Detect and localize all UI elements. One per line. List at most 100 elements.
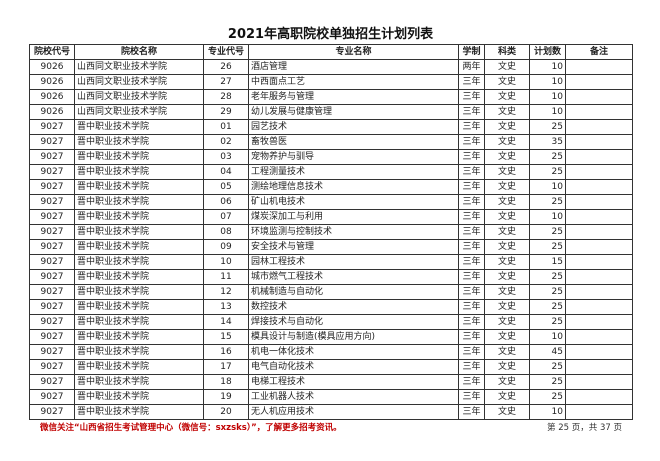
table-cell: 无人机应用技术 [248, 404, 459, 420]
table-cell: 12 [203, 284, 249, 300]
table-cell: 晋中职业技术学院 [74, 344, 204, 360]
table-row: 9027 晋中职业技术学院 19 工业机器人技术 三年 文史 25 [29, 389, 633, 405]
table-cell: 9027 [29, 374, 75, 390]
table-cell: 老年服务与管理 [248, 89, 459, 105]
table-cell: 三年 [458, 194, 485, 210]
table-cell: 文史 [484, 299, 530, 315]
table-row: 9026 山西同文职业技术学院 26 酒店管理 两年 文史 10 [29, 59, 633, 75]
table-row: 9027 晋中职业技术学院 13 数控技术 三年 文史 25 [29, 299, 633, 315]
table-cell: 文史 [484, 374, 530, 390]
table-cell: 三年 [458, 404, 485, 420]
table-cell: 25 [529, 224, 566, 240]
table-cell: 晋中职业技术学院 [74, 374, 204, 390]
table-cell: 三年 [458, 299, 485, 315]
table-cell: 25 [529, 119, 566, 135]
table-cell: 04 [203, 164, 249, 180]
table-cell: 三年 [458, 389, 485, 405]
column-header: 备注 [565, 44, 633, 60]
table-cell: 9027 [29, 359, 75, 375]
table-cell: 晋中职业技术学院 [74, 284, 204, 300]
table-row: 9027 晋中职业技术学院 05 测绘地理信息技术 三年 文史 10 [29, 179, 633, 195]
table-cell: 测绘地理信息技术 [248, 179, 459, 195]
table-cell: 三年 [458, 149, 485, 165]
table-cell: 晋中职业技术学院 [74, 329, 204, 345]
table-cell: 晋中职业技术学院 [74, 269, 204, 285]
table-cell: 晋中职业技术学院 [74, 179, 204, 195]
table-row: 9027 晋中职业技术学院 07 煤炭深加工与利用 三年 文史 10 [29, 209, 633, 225]
table-cell: 25 [529, 314, 566, 330]
table-row: 9027 晋中职业技术学院 08 环境监测与控制技术 三年 文史 25 [29, 224, 633, 240]
table-cell: 机械制造与自动化 [248, 284, 459, 300]
table-cell: 25 [529, 284, 566, 300]
table-cell: 10 [529, 179, 566, 195]
table-cell: 9027 [29, 284, 75, 300]
table-cell: 三年 [458, 134, 485, 150]
table-cell: 25 [529, 299, 566, 315]
table-cell: 三年 [458, 209, 485, 225]
table-cell: 文史 [484, 194, 530, 210]
table-cell: 山西同文职业技术学院 [74, 104, 204, 120]
table-cell: 06 [203, 194, 249, 210]
table-cell: 三年 [458, 284, 485, 300]
table-cell: 晋中职业技术学院 [74, 404, 204, 420]
table-cell [565, 329, 633, 345]
table-row: 9027 晋中职业技术学院 06 矿山机电技术 三年 文史 25 [29, 194, 633, 210]
table-cell: 晋中职业技术学院 [74, 314, 204, 330]
table-cell: 中西面点工艺 [248, 74, 459, 90]
table-row: 9027 晋中职业技术学院 20 无人机应用技术 三年 文史 10 [29, 404, 633, 420]
page: 2021年高职院校单独招生计划列表 院校代号 院校名称 专业代号 专业名称 学制 科类 计划… [29, 27, 633, 434]
table-cell: 晋中职业技术学院 [74, 389, 204, 405]
table-cell: 焊接技术与自动化 [248, 314, 459, 330]
table-cell: 25 [529, 194, 566, 210]
table-cell: 27 [203, 74, 249, 90]
table-cell: 三年 [458, 104, 485, 120]
table-cell: 三年 [458, 224, 485, 240]
table-cell: 文史 [484, 224, 530, 240]
table-row: 9027 晋中职业技术学院 11 城市燃气工程技术 三年 文史 25 [29, 269, 633, 285]
table-cell: 9027 [29, 224, 75, 240]
table-cell: 三年 [458, 164, 485, 180]
table-cell: 9026 [29, 89, 75, 105]
table-row: 9027 晋中职业技术学院 17 电气自动化技术 三年 文史 25 [29, 359, 633, 375]
table-cell: 晋中职业技术学院 [74, 254, 204, 270]
table-cell: 晋中职业技术学院 [74, 164, 204, 180]
table-cell: 20 [203, 404, 249, 420]
table-cell [565, 74, 633, 90]
table-row: 9027 晋中职业技术学院 01 园艺技术 三年 文史 25 [29, 119, 633, 135]
table-cell: 文史 [484, 134, 530, 150]
table-row: 9026 山西同文职业技术学院 28 老年服务与管理 三年 文史 10 [29, 89, 633, 105]
column-header: 学制 [458, 44, 485, 60]
table-cell [565, 299, 633, 315]
table-cell: 25 [529, 149, 566, 165]
table-cell: 9027 [29, 314, 75, 330]
table-cell: 文史 [484, 119, 530, 135]
table-cell: 宠物养护与驯导 [248, 149, 459, 165]
column-header: 专业名称 [248, 44, 459, 60]
table-cell: 10 [529, 59, 566, 75]
table-cell: 9027 [29, 164, 75, 180]
table-cell [565, 209, 633, 225]
table-cell: 数控技术 [248, 299, 459, 315]
table-row: 9027 晋中职业技术学院 02 畜牧兽医 三年 文史 35 [29, 134, 633, 150]
table-cell: 文史 [484, 284, 530, 300]
table-row: 9026 山西同文职业技术学院 29 幼儿发展与健康管理 三年 文史 10 [29, 104, 633, 120]
table-cell: 文史 [484, 404, 530, 420]
table-cell: 9027 [29, 134, 75, 150]
table-cell: 25 [529, 164, 566, 180]
column-header: 计划数 [529, 44, 566, 60]
table-cell: 9026 [29, 59, 75, 75]
table-cell: 35 [529, 134, 566, 150]
table-cell: 28 [203, 89, 249, 105]
table-cell: 文史 [484, 389, 530, 405]
table-row: 9027 晋中职业技术学院 03 宠物养护与驯导 三年 文史 25 [29, 149, 633, 165]
table-cell [565, 284, 633, 300]
table-cell: 文史 [484, 314, 530, 330]
table-cell: 工程测量技术 [248, 164, 459, 180]
table-cell [565, 344, 633, 360]
table-cell: 19 [203, 389, 249, 405]
table-cell: 29 [203, 104, 249, 120]
table-cell [565, 224, 633, 240]
table-cell: 07 [203, 209, 249, 225]
table-cell: 晋中职业技术学院 [74, 299, 204, 315]
table-cell: 9027 [29, 239, 75, 255]
